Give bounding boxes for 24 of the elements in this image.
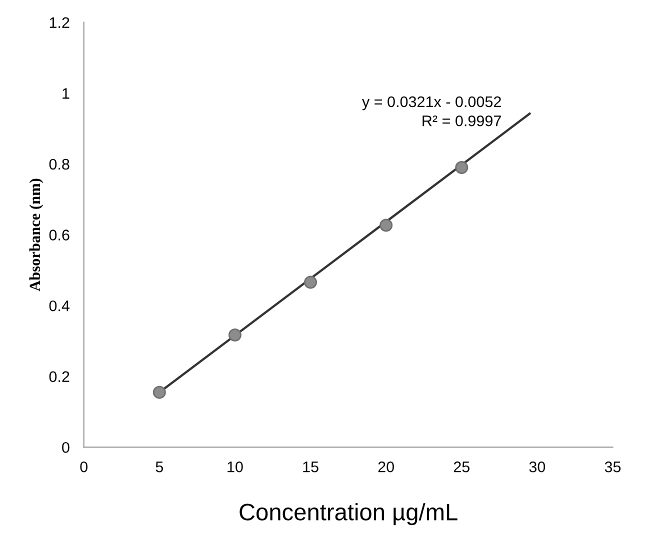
point [152,386,166,399]
annotation: R² = 0.9997 [422,115,501,126]
point [304,276,318,289]
x-axis-title: Concentration µg/mL [240,503,458,526]
y-axis-title: Absorbance (nm) [29,178,44,292]
y-tick-label: 0 [62,442,70,453]
x-tick-label: 30 [529,461,546,472]
x-tick-label: 5 [156,462,164,472]
x-tick-label: 10 [228,461,243,472]
y-tick-label: 0.8 [49,158,70,170]
point [228,328,242,342]
x-tick-label: 35 [604,461,621,472]
annotation: y = 0.0321x - 0.0052 [362,96,501,110]
y-tick-label: 0.2 [49,371,70,382]
y-tick-label: 0.6 [49,230,70,240]
x-tick-label: 0 [80,461,88,472]
x-tick-label: 20 [378,461,394,472]
y-tick-label: 1 [62,88,70,99]
x-tick-label: 15 [303,462,318,472]
point [455,161,468,174]
y-tick-label: 1.2 [50,17,70,28]
point [380,218,393,232]
x-tick-label: 25 [454,461,470,472]
y-tick-label: 0.4 [49,300,70,312]
